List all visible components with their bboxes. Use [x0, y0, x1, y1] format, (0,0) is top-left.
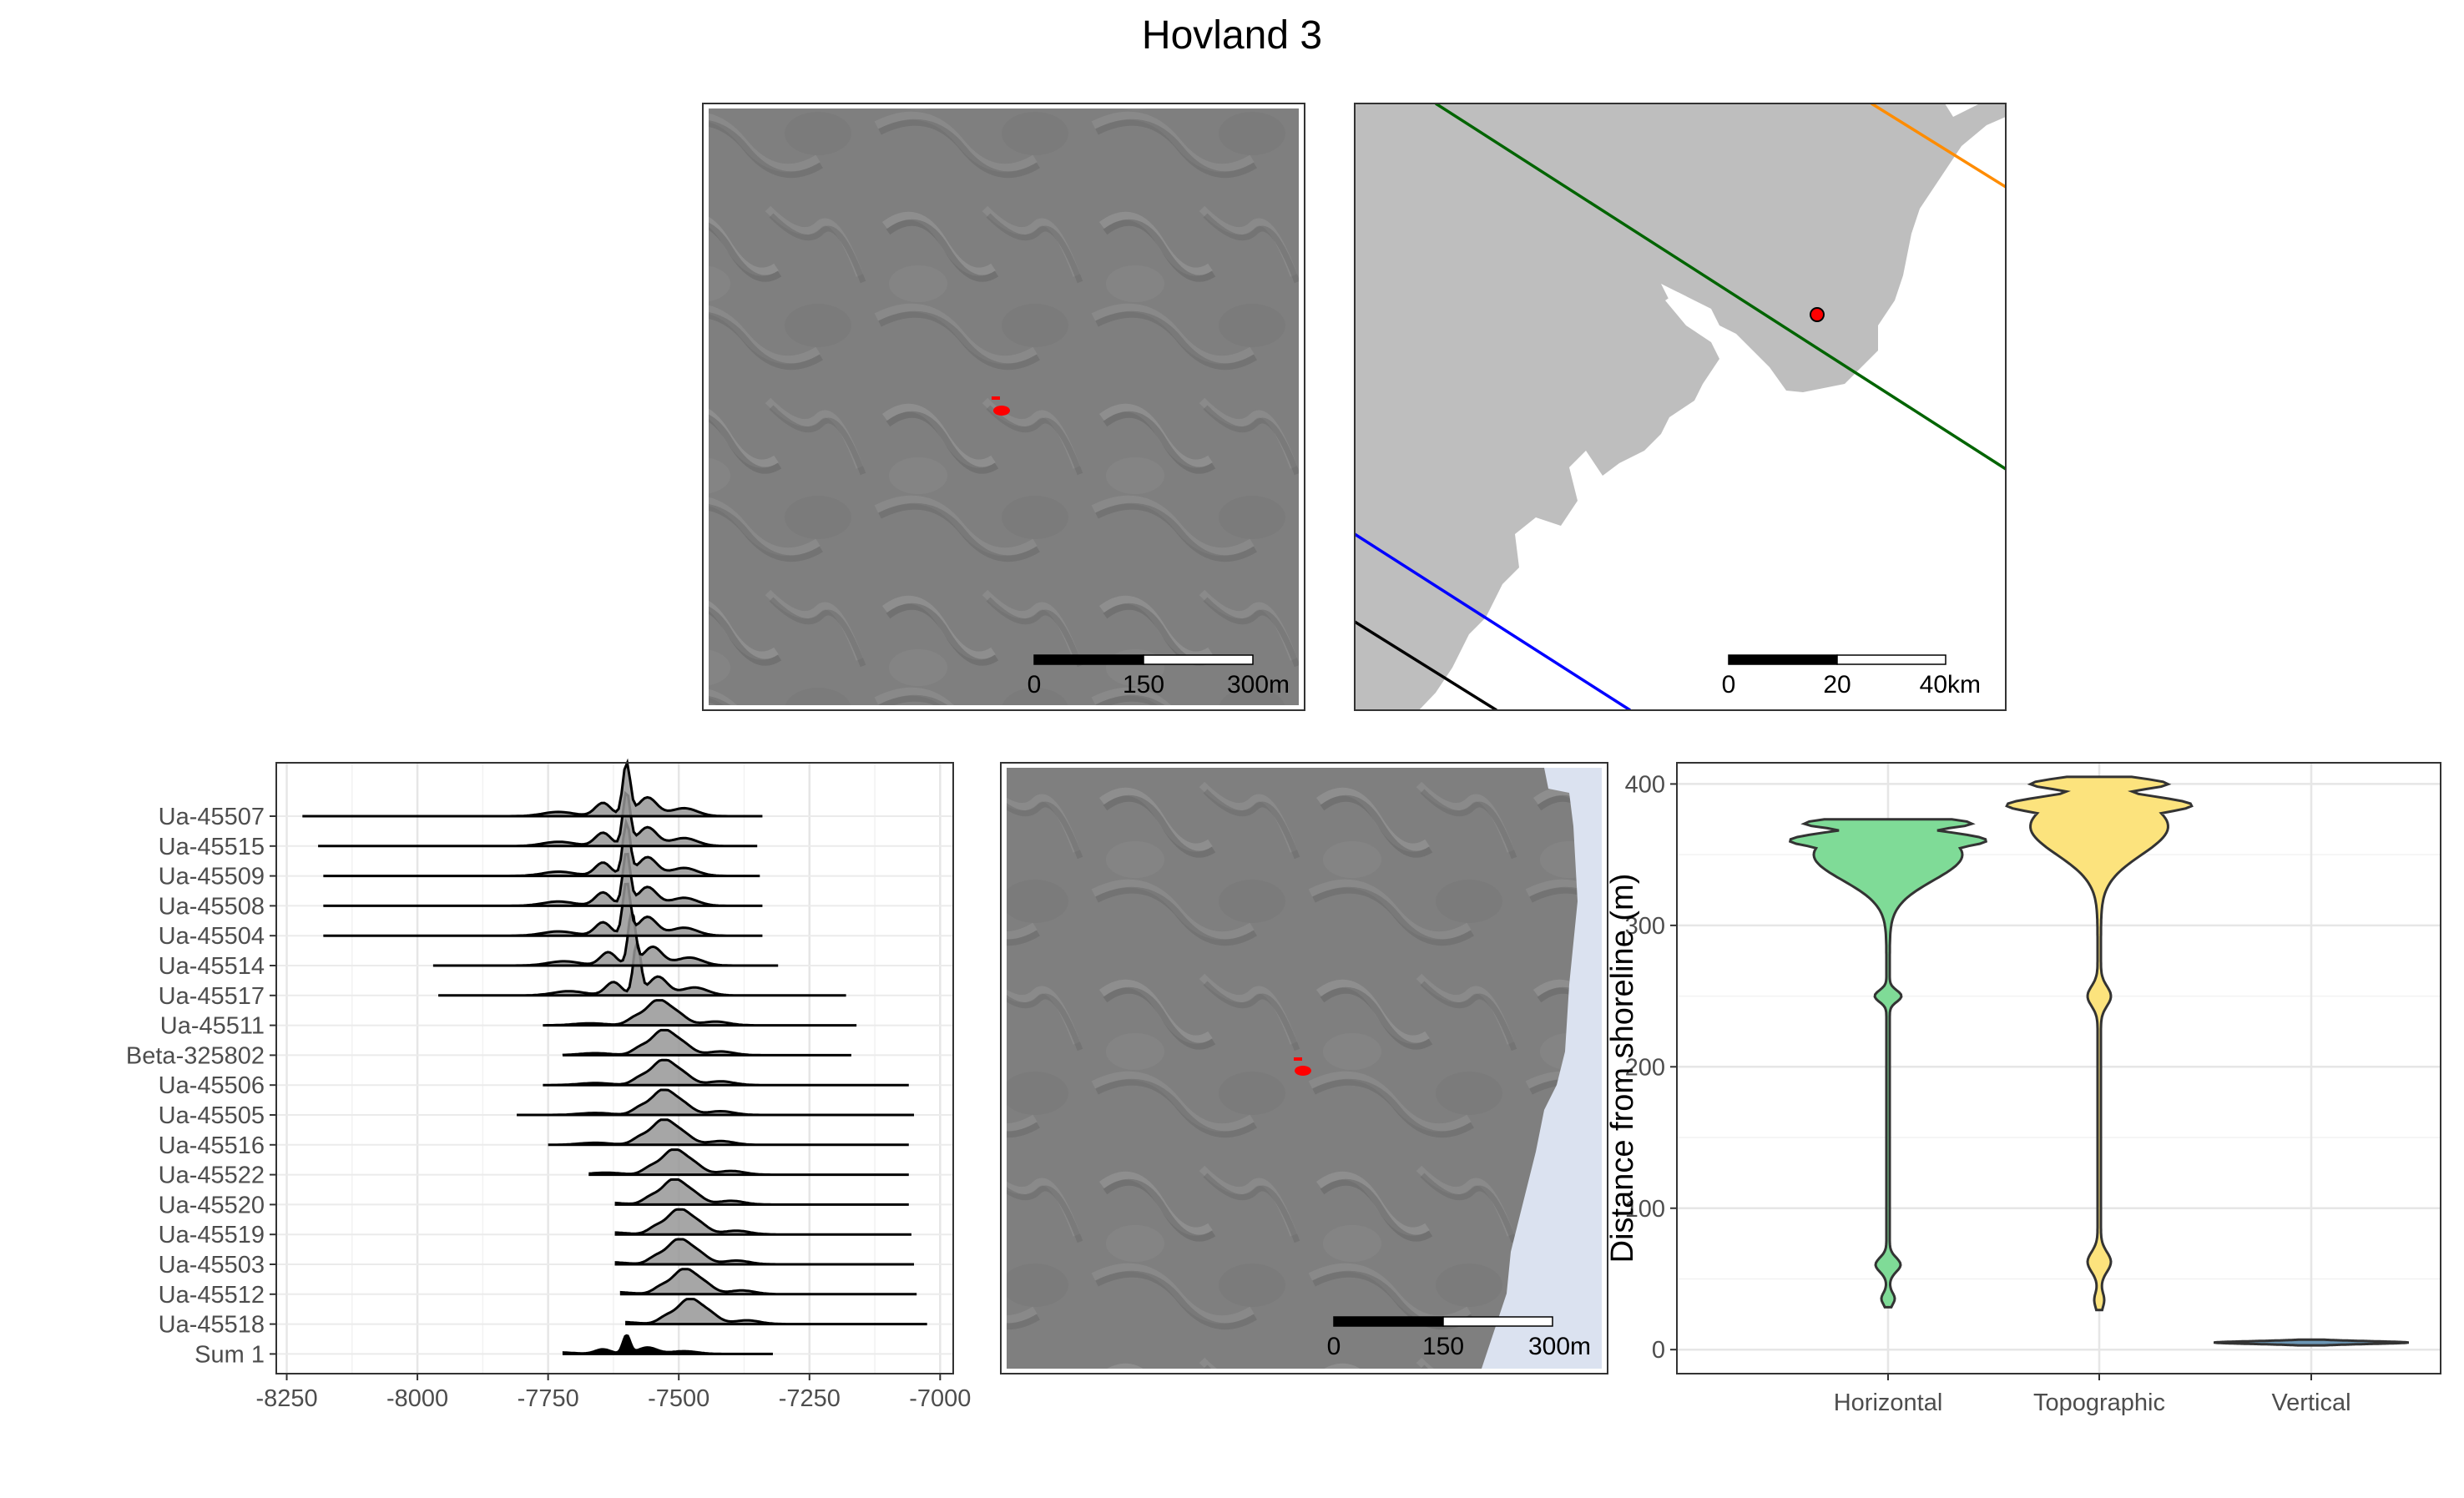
- violin-y-axis: 0 100 200 300 400: [1625, 771, 1677, 1364]
- ridge-Ua-45507: [302, 758, 763, 818]
- scalebar-label-0: 0: [1327, 1333, 1341, 1360]
- ridge-Ua-45505: [517, 1088, 915, 1117]
- violin-x-axis: Horizontal Topographic Vertical: [1834, 1374, 2351, 1416]
- ridgeline-y-axis: Ua-45507 Ua-45515 Ua-45509 Ua-45508 Ua-45504…: [126, 804, 276, 1368]
- y-tick-label: 400: [1625, 771, 1665, 798]
- regional-land: [1355, 103, 2006, 710]
- ridge-Ua-45512: [619, 1268, 917, 1296]
- site-marker-sea: [1294, 1057, 1311, 1076]
- y-tick-label: 200: [1625, 1054, 1665, 1081]
- ridge-Ua-45506: [543, 1058, 909, 1087]
- y-tick-label: Ua-45504: [159, 923, 265, 950]
- y-tick-label: Ua-45517: [159, 983, 265, 1010]
- ridge-Sum 1: [562, 1334, 773, 1355]
- ridge-Ua-45503: [614, 1238, 915, 1266]
- y-tick-label: Ua-45507: [159, 804, 265, 830]
- isobase-orange: [1871, 103, 2006, 189]
- violin-vertical: [2214, 1338, 2409, 1347]
- y-tick-label: Ua-45503: [159, 1252, 265, 1279]
- isobase-blue: [1355, 532, 1631, 710]
- ridge-Ua-45511: [543, 999, 857, 1027]
- y-tick-label: Ua-45508: [159, 893, 265, 920]
- map-regional-scalebar: 0 20 40km: [1722, 654, 1981, 699]
- x-tick-label: -7250: [779, 1385, 841, 1412]
- violin-y-axis-title: Distance from shoreline (m): [1605, 874, 1640, 1263]
- y-tick-label: Ua-45520: [159, 1192, 265, 1218]
- site-marker-regional: [1810, 307, 1825, 322]
- y-tick-label: Ua-45509: [159, 864, 265, 890]
- violin-topographic: [2005, 775, 2194, 1312]
- x-tick-label: Vertical: [2271, 1390, 2350, 1416]
- x-tick-label: -8250: [255, 1385, 317, 1412]
- ridge-Ua-45504: [323, 882, 763, 937]
- ridge-Beta-325802: [562, 1028, 851, 1057]
- ridge-Ua-45518: [625, 1298, 927, 1326]
- x-tick-label: Horizontal: [1834, 1390, 1943, 1416]
- ridgeline-chart: Ua-45507 Ua-45515 Ua-45509 Ua-45508 Ua-45504…: [126, 758, 971, 1412]
- y-tick-label: Ua-45522: [159, 1163, 265, 1189]
- violin-shapes: [1788, 775, 2409, 1347]
- violin-chart: 0 100 200 300 400 Horizontal Topographic Verti…: [1605, 762, 2441, 1416]
- x-tick-label: -8000: [386, 1385, 448, 1412]
- map-regional-panel: 0 20 40km: [1354, 103, 2007, 711]
- scalebar-label-300m: 300m: [1227, 671, 1290, 699]
- y-tick-label: Ua-45506: [159, 1072, 265, 1099]
- y-tick-label: Ua-45512: [159, 1282, 265, 1309]
- figure-title: Hovland 3: [1142, 13, 1322, 58]
- y-tick-label: 0: [1652, 1337, 1665, 1364]
- x-tick-label: -7500: [648, 1385, 709, 1412]
- x-tick-label: -7750: [518, 1385, 579, 1412]
- ridgeline-x-axis: -8250 -8000 -7750 -7500 -7250 -7000: [255, 1374, 971, 1412]
- y-tick-label: 300: [1625, 913, 1665, 940]
- ridgeline-ridges: [302, 758, 927, 1355]
- y-tick-label: Ua-45516: [159, 1132, 265, 1159]
- y-tick-label: Ua-45518: [159, 1312, 265, 1339]
- y-tick-label: Ua-45515: [159, 834, 265, 860]
- x-tick-label: Topographic: [2033, 1390, 2165, 1416]
- violin-plot-area: [1677, 763, 2441, 1374]
- sea-overlay: [1482, 768, 1602, 1369]
- y-tick-label: 100: [1625, 1196, 1665, 1223]
- y-tick-label: Ua-45511: [160, 1013, 265, 1040]
- scalebar-label-150: 150: [1123, 671, 1164, 699]
- site-marker-local: [992, 396, 1010, 416]
- isobase-black: [1355, 620, 1497, 710]
- scalebar-label-300m: 300m: [1528, 1333, 1591, 1360]
- y-tick-label: Ua-45519: [159, 1222, 265, 1248]
- regional-inlet: [1661, 284, 1711, 330]
- violin-horizontal: [1788, 818, 1988, 1309]
- ridge-Ua-45514: [432, 908, 779, 967]
- scalebar-label-150: 150: [1422, 1333, 1464, 1360]
- scalebar-label-0: 0: [1722, 671, 1736, 699]
- x-tick-label: -7000: [909, 1385, 971, 1412]
- ridge-Ua-45522: [588, 1148, 909, 1177]
- map-sea-scalebar: 0 150 300m: [1327, 1316, 1591, 1360]
- scalebar-label-40km: 40km: [1920, 671, 1981, 699]
- map-local-scalebar: 0 150 300m: [1028, 654, 1290, 699]
- y-tick-label: Ua-45514: [159, 953, 265, 980]
- ridgeline-plot-area: [276, 763, 953, 1374]
- ridge-Ua-45517: [438, 937, 846, 997]
- map-local-panel: 0 150 300m: [702, 103, 1305, 711]
- ridge-Ua-45515: [318, 790, 758, 848]
- y-tick-label: Sum 1: [194, 1341, 265, 1368]
- ridge-Ua-45519: [614, 1208, 911, 1236]
- scalebar-label-0: 0: [1028, 671, 1042, 699]
- y-tick-label: Ua-45505: [159, 1102, 265, 1129]
- ridge-Ua-45516: [548, 1118, 909, 1147]
- ridge-Ua-45520: [614, 1178, 909, 1206]
- isobase-green: [1435, 103, 2006, 471]
- ridge-Ua-45508: [323, 852, 763, 907]
- map-sea-panel: 0 150 300m: [1000, 762, 1608, 1374]
- y-tick-label: Beta-325802: [126, 1042, 265, 1069]
- ridge-Ua-45509: [323, 817, 760, 878]
- scalebar-label-20: 20: [1823, 671, 1851, 699]
